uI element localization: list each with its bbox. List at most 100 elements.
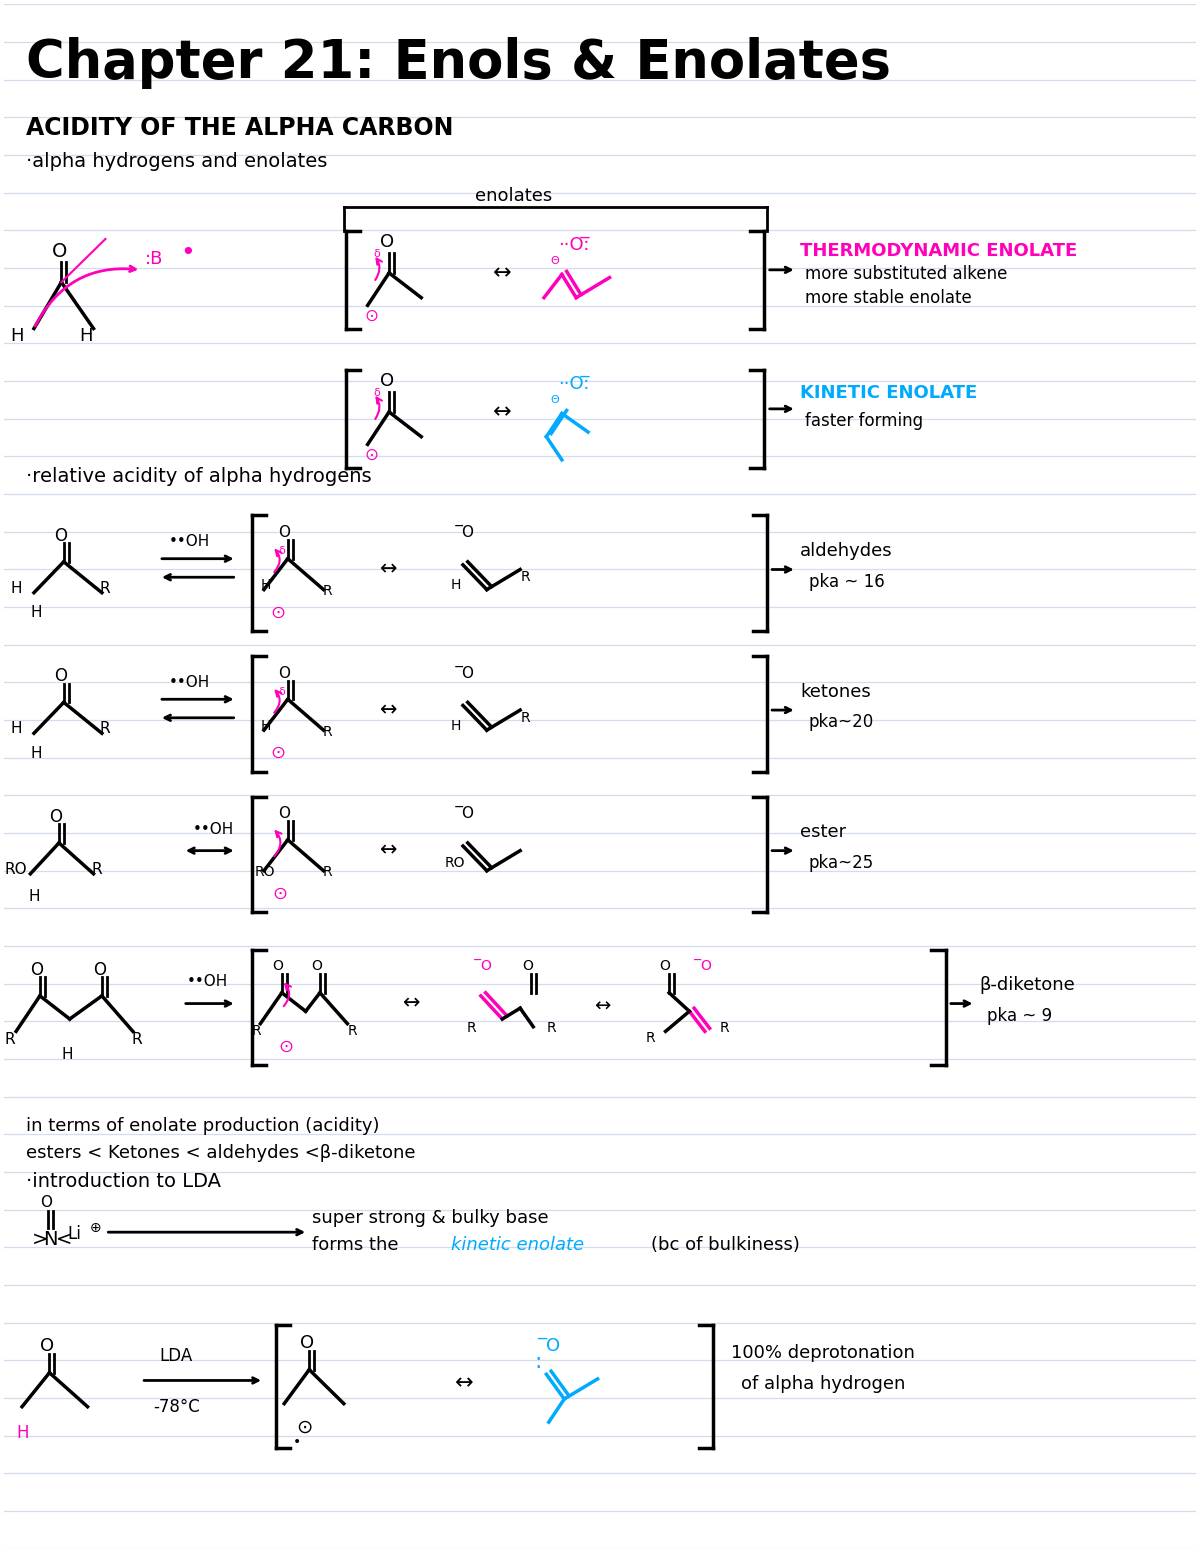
Text: -78°C: -78°C [154,1398,200,1416]
Text: ••OH: ••OH [169,534,210,550]
Text: H: H [28,890,40,904]
Text: O: O [278,525,290,540]
Text: ⊙: ⊙ [272,885,288,902]
Text: δ: δ [278,547,286,556]
Text: Li: Li [67,1225,82,1242]
Text: aldehydes: aldehydes [800,542,893,561]
Text: :: : [534,1353,542,1371]
Text: esters < Ketones < aldehydes <β-diketone: esters < Ketones < aldehydes <β-diketone [25,1145,415,1162]
Text: forms the: forms the [312,1236,404,1253]
Text: faster forming: faster forming [805,412,923,430]
Text: R: R [520,570,529,584]
Text: O: O [660,960,671,974]
Text: O: O [52,242,67,261]
Text: O: O [54,668,67,685]
Text: ̅̅O: ̅̅O [463,666,475,680]
Text: RO: RO [254,865,275,879]
Text: ··O:̅: ··O:̅ [558,236,589,255]
Text: ̅̅O: ̅̅O [701,960,712,974]
Text: ·introduction to LDA: ·introduction to LDA [25,1171,221,1191]
Text: super strong & bulky base: super strong & bulky base [312,1210,548,1227]
Text: H: H [260,578,271,592]
Text: ↔: ↔ [455,1373,473,1393]
Text: ⊙: ⊙ [278,1037,293,1056]
Text: H: H [451,719,462,733]
Text: O: O [40,1196,52,1210]
Text: pka~20: pka~20 [809,713,874,731]
Text: R: R [91,862,102,877]
Text: ⊙: ⊙ [296,1418,312,1437]
Text: ̅̅O: ̅̅O [546,1337,560,1356]
Text: >: > [31,1230,48,1250]
Text: H: H [10,328,24,345]
Text: ·relative acidity of alpha hydrogens: ·relative acidity of alpha hydrogens [25,467,371,486]
Text: R: R [646,1031,655,1045]
Text: O: O [300,1334,314,1353]
Text: R: R [546,1022,556,1036]
Text: R: R [323,584,332,598]
Text: δ: δ [373,250,380,259]
Text: R: R [347,1025,356,1039]
Text: ketones: ketones [800,682,871,700]
Text: N: N [43,1230,58,1250]
Text: ̅̅O: ̅̅O [481,960,492,974]
Text: 100% deprotonation: 100% deprotonation [731,1343,914,1362]
Text: H: H [16,1424,29,1443]
Text: R: R [467,1022,476,1036]
Text: H: H [10,581,22,595]
Text: ·alpha hydrogens and enolates: ·alpha hydrogens and enolates [25,152,326,171]
Text: more substituted alkene: more substituted alkene [805,266,1007,284]
Text: ↔: ↔ [493,402,511,422]
Text: ⊙: ⊙ [364,307,378,325]
Text: enolates: enolates [475,186,552,205]
Text: ↔: ↔ [379,559,397,579]
Text: ⊙: ⊙ [364,446,378,464]
Text: ••OH: ••OH [169,674,210,690]
Text: pka~25: pka~25 [809,854,874,871]
Text: Θ: Θ [550,394,559,405]
Text: ester: ester [800,823,846,842]
Text: O: O [49,808,62,826]
Text: O: O [94,961,107,978]
Text: R: R [132,1031,143,1047]
Text: ••OH: ••OH [186,974,228,989]
Text: pka ~ 9: pka ~ 9 [988,1006,1052,1025]
Text: δ: δ [278,686,286,697]
Text: Θ: Θ [550,256,559,266]
Text: R: R [100,721,110,736]
Text: LDA: LDA [160,1346,192,1365]
Text: O: O [379,233,394,252]
Text: ↔: ↔ [403,994,421,1014]
Text: Chapter 21: Enols & Enolates: Chapter 21: Enols & Enolates [25,37,890,89]
Text: KINETIC ENOLATE: KINETIC ENOLATE [800,385,978,402]
Text: ••OH: ••OH [192,822,234,837]
Text: <: < [55,1230,72,1250]
Text: ↔: ↔ [594,997,611,1016]
Text: R: R [4,1031,14,1047]
Text: H: H [260,719,271,733]
Text: O: O [379,373,394,390]
Text: •: • [293,1435,301,1449]
Text: H: H [79,328,92,345]
Text: δ: δ [373,388,380,399]
Text: R: R [100,581,110,595]
Text: RO: RO [445,856,466,870]
Text: R: R [520,711,529,725]
Text: R: R [323,725,332,739]
Text: O: O [54,526,67,545]
Text: in terms of enolate production (acidity): in terms of enolate production (acidity) [25,1117,379,1135]
Text: H: H [30,745,42,761]
Text: R: R [719,1022,728,1036]
Text: ↔: ↔ [493,262,511,283]
Text: RO: RO [4,862,26,877]
Text: H: H [61,1047,73,1062]
Text: ⊕: ⊕ [90,1221,102,1235]
Text: H: H [30,606,42,620]
Text: ⊙: ⊙ [270,604,286,621]
Text: ↔: ↔ [379,840,397,860]
Text: O: O [312,960,323,974]
Text: pka ~ 16: pka ~ 16 [809,573,884,590]
Text: ̅̅O: ̅̅O [463,525,475,540]
Text: ⊙: ⊙ [270,744,286,763]
Text: THERMODYNAMIC ENOLATE: THERMODYNAMIC ENOLATE [800,242,1078,261]
